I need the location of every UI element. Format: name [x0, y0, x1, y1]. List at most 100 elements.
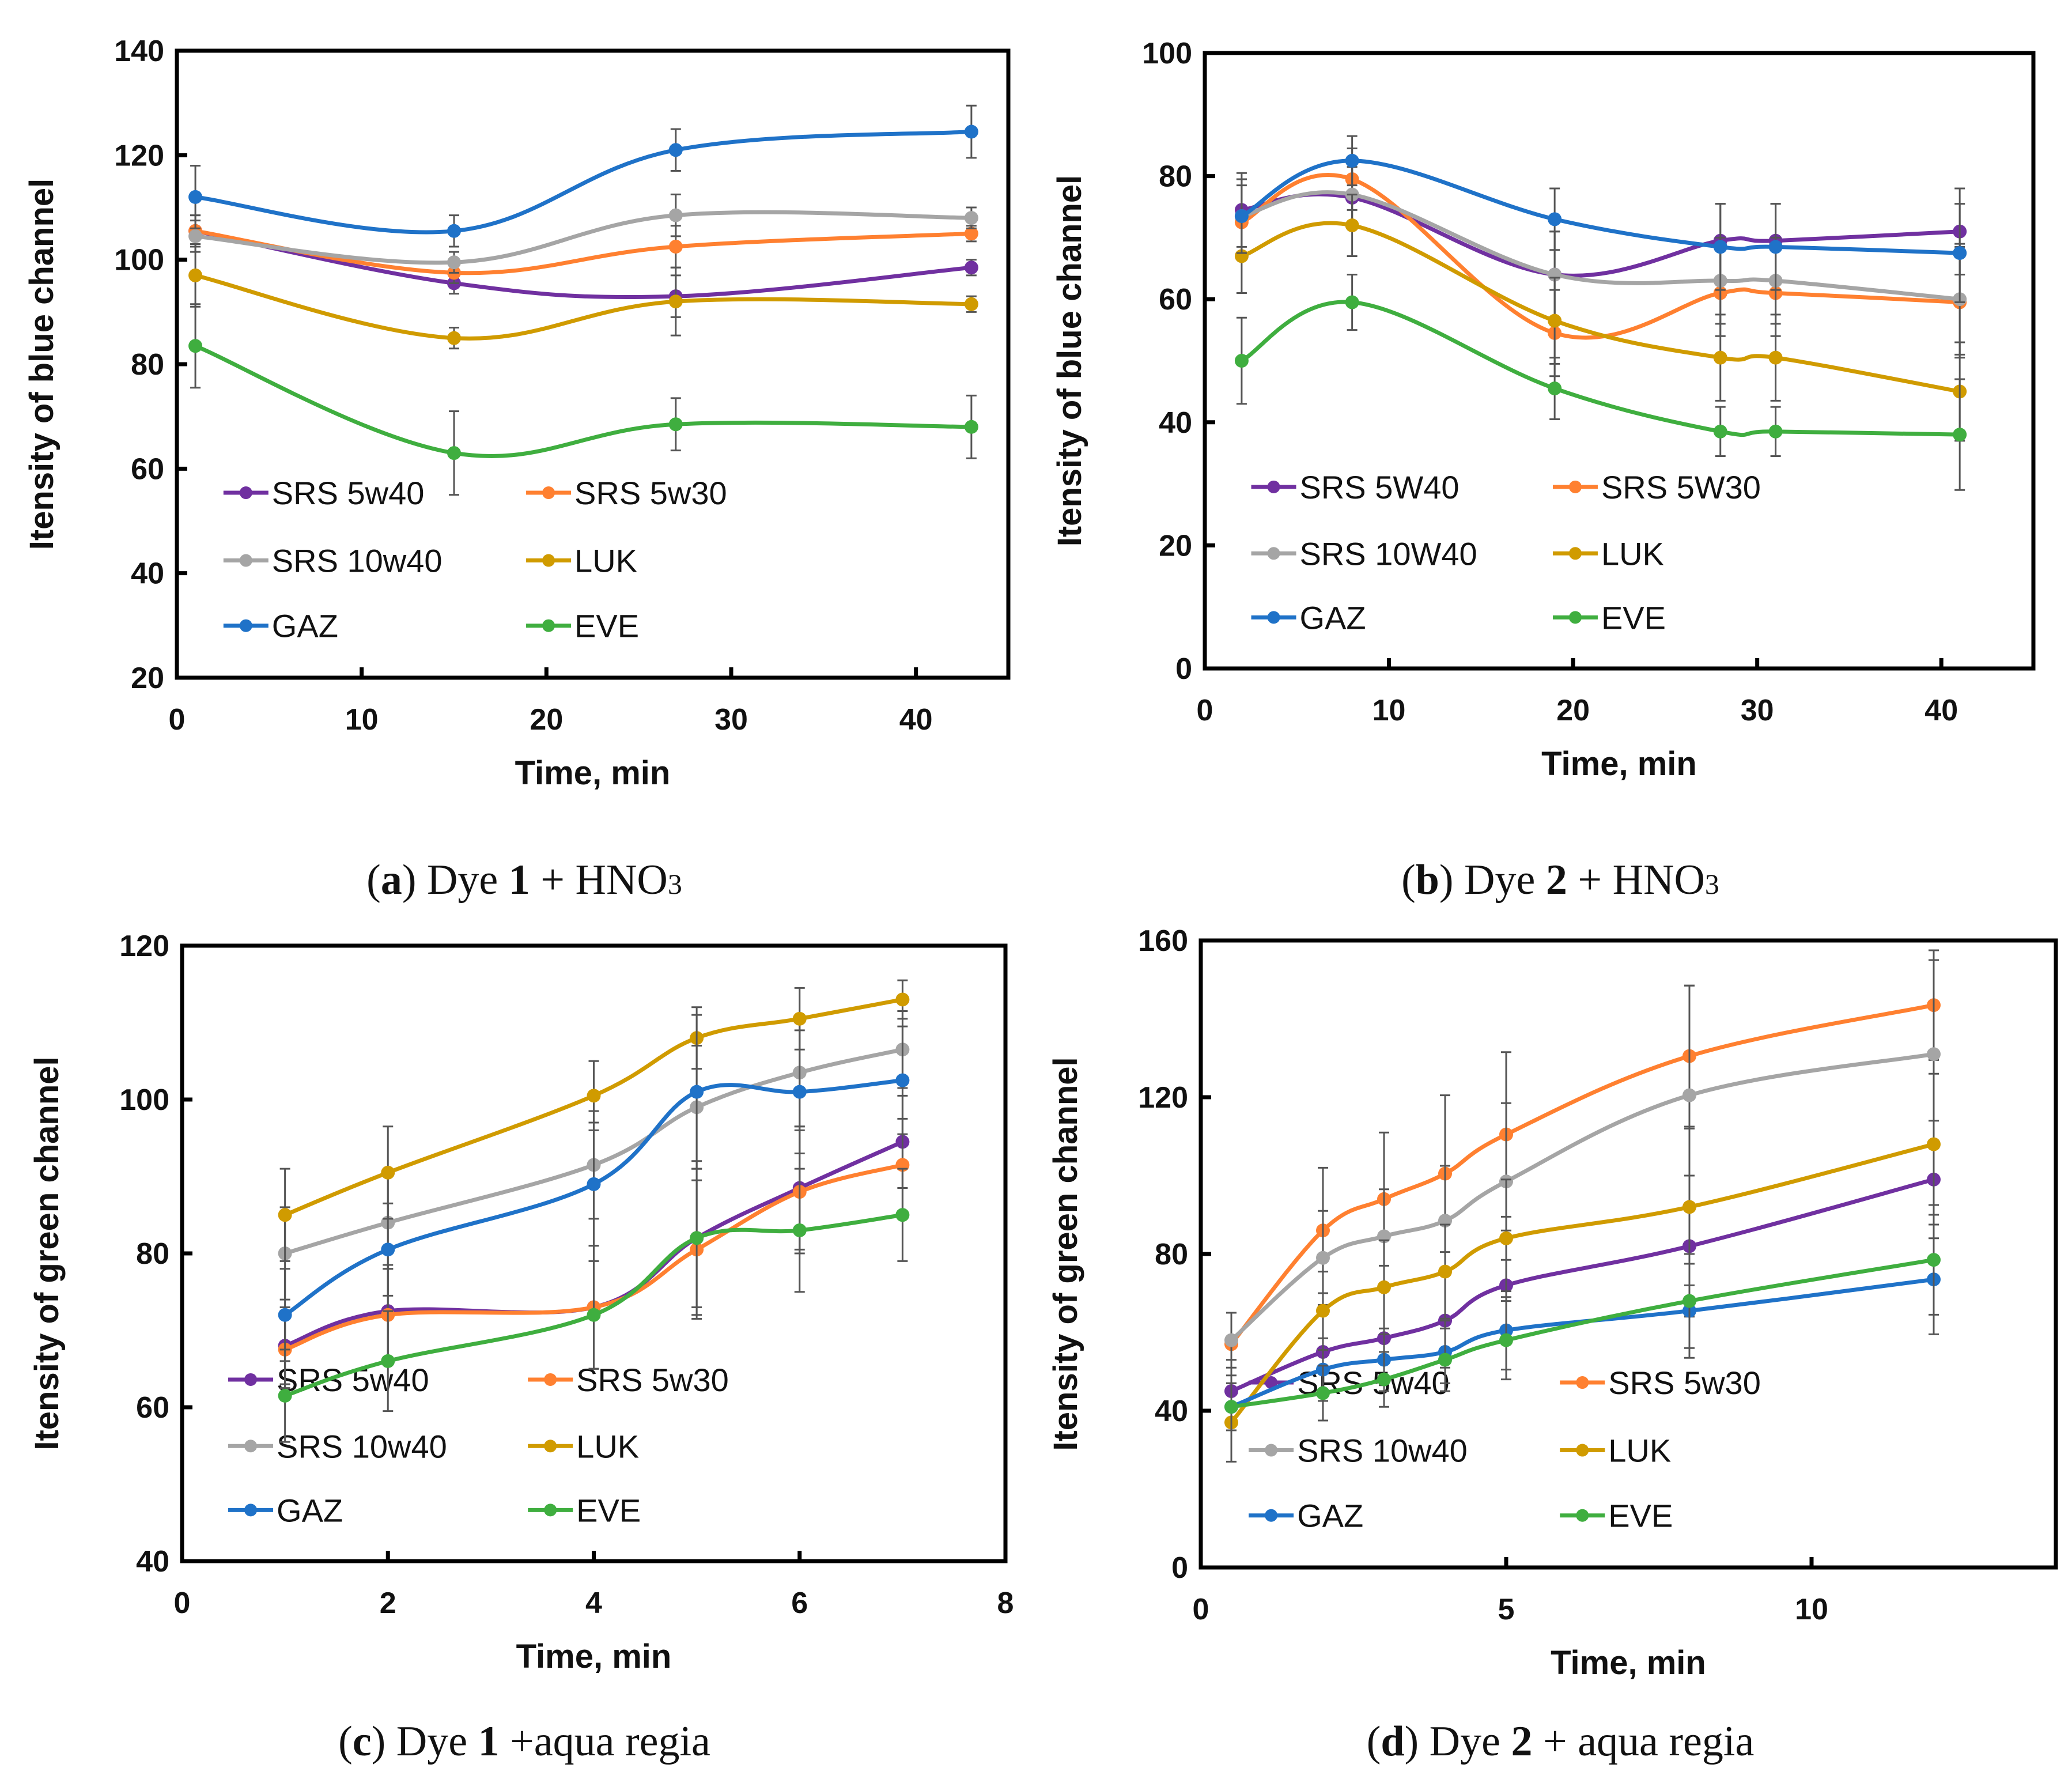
y-tick-label: 0 — [1171, 1551, 1188, 1585]
series-line — [195, 273, 971, 341]
y-tick-label: 80 — [136, 1237, 169, 1271]
series-gaz — [188, 104, 978, 248]
data-point — [1438, 1264, 1452, 1279]
data-point — [1224, 1333, 1238, 1347]
legend-item: SRS 5W40 — [1251, 469, 1460, 505]
series-line — [1241, 300, 1960, 437]
data-point — [1234, 209, 1249, 224]
series-line — [194, 344, 971, 459]
legend-label: LUK — [574, 543, 637, 579]
legend-item: EVE — [528, 1492, 641, 1528]
data-point — [1499, 1333, 1513, 1347]
caption-dye-number: 1 — [478, 1718, 500, 1765]
y-tick-label: 60 — [136, 1391, 169, 1425]
series-gaz — [278, 1014, 910, 1362]
data-point — [1345, 218, 1359, 233]
data-point — [381, 1165, 395, 1180]
caption-letter: c — [352, 1718, 372, 1765]
legend-item: SRS 10W40 — [1251, 535, 1477, 572]
legend-label: SRS 10w40 — [1297, 1433, 1468, 1469]
caption-dye-number: 2 — [1545, 856, 1567, 904]
y-tick-label: 100 — [114, 244, 164, 277]
data-point — [1768, 350, 1783, 365]
caption-b: (b) Dye 2 + HNO3 — [1401, 856, 1719, 904]
data-point — [188, 339, 203, 353]
y-axis-label: Itensity of blue channel — [23, 179, 61, 550]
legend-item: SRS 10w40 — [223, 543, 443, 579]
data-point — [1548, 381, 1562, 396]
legend-marker — [1568, 611, 1582, 624]
data-point — [1345, 153, 1359, 168]
series-eve — [188, 303, 978, 496]
x-tick-label: 30 — [714, 703, 748, 736]
legend-item: GAZ — [228, 1492, 343, 1528]
series-srs-5w30 — [1224, 949, 1941, 1377]
caption-text: Dye — [1419, 1718, 1511, 1765]
series-line — [1230, 1177, 1934, 1393]
legend-marker — [239, 554, 252, 567]
data-point — [668, 208, 683, 222]
y-axis-label: Itensity of green channel — [28, 1056, 66, 1450]
y-tick-label: 140 — [114, 35, 164, 68]
data-point — [587, 1177, 601, 1191]
legend-marker — [244, 1440, 258, 1453]
x-tick-label: 0 — [169, 703, 186, 736]
y-tick-label: 40 — [1155, 1395, 1188, 1428]
legend-item: SRS 5w30 — [528, 1362, 729, 1398]
data-point — [447, 446, 461, 460]
legend-label: EVE — [576, 1492, 641, 1528]
data-point — [1927, 1137, 1941, 1151]
caption-text: Dye — [416, 856, 509, 904]
legend-label: EVE — [574, 608, 639, 644]
series-line — [1241, 190, 1960, 301]
data-point — [447, 224, 461, 238]
caption-a: (a) Dye 1 + HNO3 — [366, 856, 682, 904]
legend-label: GAZ — [1300, 599, 1366, 636]
data-point — [1499, 1231, 1513, 1245]
legend-item: SRS 5W30 — [1552, 469, 1761, 505]
data-point — [1377, 1372, 1391, 1387]
x-tick-label: 0 — [174, 1586, 191, 1620]
data-point — [381, 1354, 395, 1368]
legend-marker — [542, 486, 555, 500]
data-point — [1316, 1386, 1330, 1400]
data-point — [188, 229, 203, 243]
caption-text: + aqua regia — [1532, 1718, 1755, 1765]
data-point — [1316, 1251, 1330, 1265]
legend-marker — [1267, 611, 1280, 624]
series-eve — [1224, 1204, 1941, 1431]
caption-text: +aqua regia — [499, 1718, 710, 1765]
chart-panel-a: 20 40 60 80 100 120 140 0 10 20 30 40 Time, min Itens… — [23, 35, 1011, 792]
legend-label: SRS 5w30 — [1608, 1365, 1761, 1401]
data-point — [1953, 428, 1967, 442]
data-point — [1713, 424, 1727, 439]
series-luk — [188, 243, 978, 350]
data-point — [964, 420, 978, 434]
caption-dye-number: 1 — [508, 856, 530, 904]
data-point — [792, 1011, 807, 1026]
series-eve — [1234, 273, 1967, 491]
x-tick-label: 6 — [791, 1586, 808, 1620]
series-gaz — [1234, 135, 1967, 304]
caption-subscript: 3 — [667, 868, 682, 900]
series-line — [1241, 158, 1960, 255]
data-point — [964, 226, 978, 241]
legend-marker — [1576, 1509, 1589, 1522]
chart-panel-b: 0 20 40 60 80 100 0 10 20 30 40 Time, min Itensity o… — [1051, 37, 2036, 783]
data-point — [964, 297, 978, 311]
x-tick-label: 0 — [1193, 1593, 1209, 1626]
y-tick-label: 60 — [131, 452, 164, 486]
legend-label: LUK — [576, 1428, 639, 1464]
data-point — [587, 1089, 601, 1103]
legend-label: GAZ — [272, 608, 338, 644]
data-point — [1713, 240, 1727, 254]
legend-label: SRS 10w40 — [272, 543, 443, 579]
legend-marker — [544, 1440, 557, 1453]
data-point — [792, 1223, 807, 1237]
x-tick-label: 20 — [530, 703, 563, 736]
data-point — [1345, 295, 1359, 309]
caption-letter: b — [1415, 856, 1439, 904]
x-tick-label: 30 — [1741, 694, 1774, 727]
series-srs-10w40 — [1224, 959, 1941, 1369]
legend-label: SRS 10W40 — [1300, 535, 1477, 572]
